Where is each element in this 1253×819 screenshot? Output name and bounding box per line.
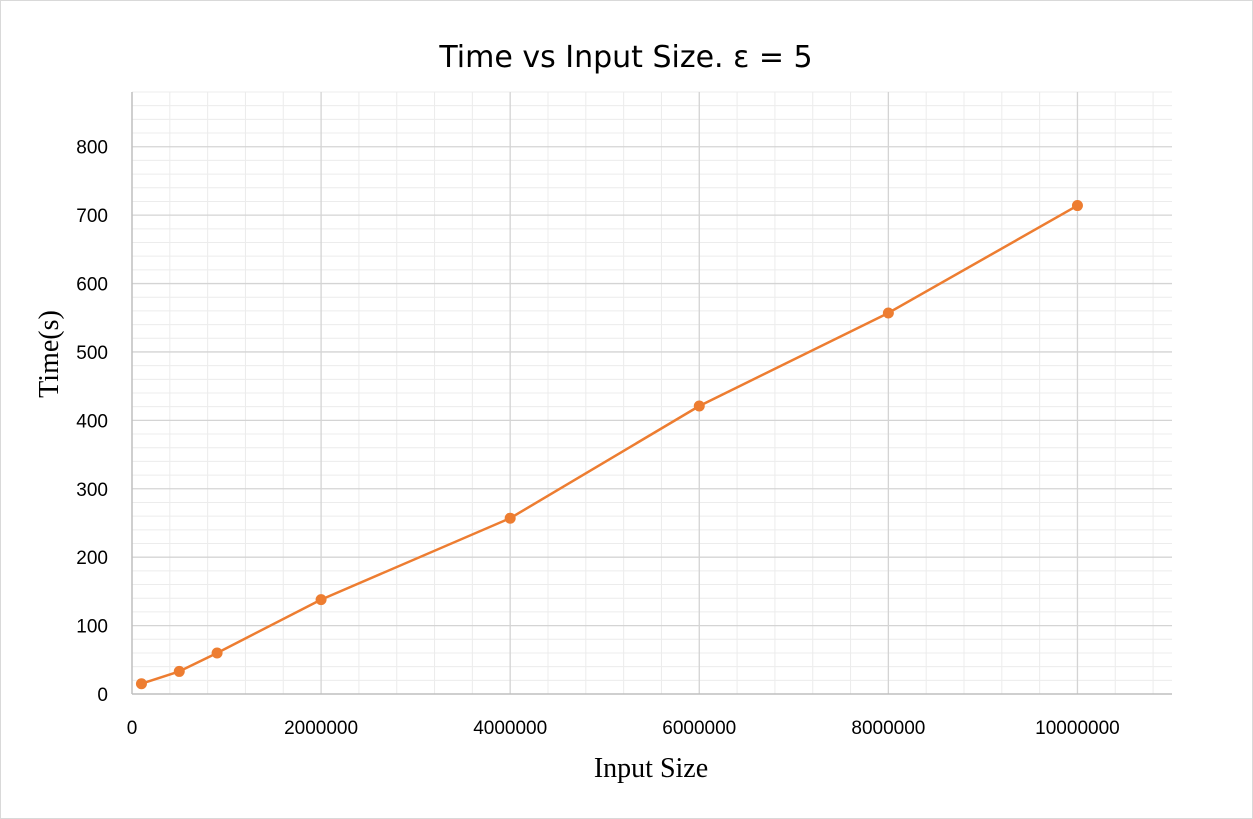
y-tick-label: 100 xyxy=(76,617,108,638)
x-tick-label: 4000000 xyxy=(473,718,547,739)
data-point xyxy=(315,594,327,606)
y-tick-label: 0 xyxy=(97,685,108,706)
data-point xyxy=(504,512,516,524)
y-tick-labels: 0 100 200 300 400 500 600 700 800 xyxy=(76,138,108,706)
data-point xyxy=(882,307,894,319)
x-tick-label: 0 xyxy=(127,718,138,739)
y-tick-label: 800 xyxy=(76,138,108,159)
y-tick-label: 400 xyxy=(76,411,108,432)
x-tick-label: 8000000 xyxy=(851,718,925,739)
minor-grid xyxy=(132,91,1172,694)
data-point xyxy=(1071,200,1083,212)
axes xyxy=(131,92,1172,695)
y-tick-label: 700 xyxy=(76,206,108,227)
y-tick-label: 600 xyxy=(76,275,108,296)
y-axis-title: Time(s) xyxy=(34,310,65,398)
data-point xyxy=(693,400,705,412)
y-tick-label: 300 xyxy=(76,480,108,501)
y-tick-label: 200 xyxy=(76,548,108,569)
data-point xyxy=(173,665,185,677)
x-tick-label: 2000000 xyxy=(284,718,358,739)
x-tick-labels: 0 2000000 4000000 6000000 8000000 10000000 xyxy=(127,718,1120,739)
series-plot xyxy=(135,200,1083,690)
x-tick-label: 6000000 xyxy=(662,718,736,739)
major-grid xyxy=(132,92,1172,694)
series-line xyxy=(141,204,1079,685)
x-axis-title: Input Size xyxy=(594,753,708,784)
data-point xyxy=(135,678,147,690)
data-point xyxy=(211,647,223,659)
y-tick-label: 500 xyxy=(76,343,108,364)
chart-title: Time vs Input Size. ε = 5 xyxy=(438,40,812,75)
x-tick-label: 10000000 xyxy=(1035,718,1120,739)
